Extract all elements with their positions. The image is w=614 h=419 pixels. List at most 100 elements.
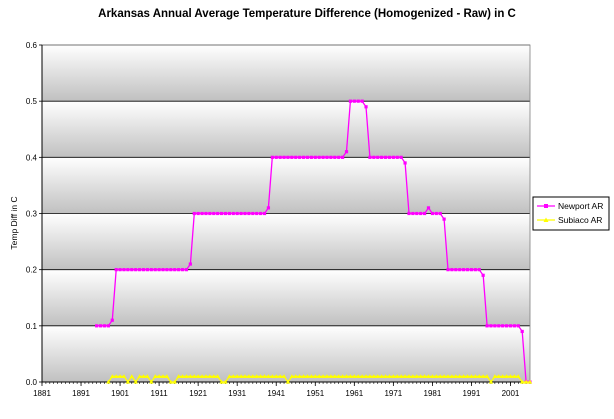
data-point-subiaco-ar (231, 374, 236, 378)
data-point-newport-ar (501, 324, 505, 328)
data-point-subiaco-ar (398, 374, 404, 378)
data-point-subiaco-ar (328, 374, 334, 378)
data-point-newport-ar (317, 155, 321, 159)
data-point-subiaco-ar (227, 374, 232, 378)
data-point-subiaco-ar (453, 374, 459, 378)
data-point-newport-ar (122, 268, 126, 272)
data-point-newport-ar (376, 155, 380, 159)
data-point-subiaco-ar (316, 374, 322, 378)
data-point-newport-ar (313, 155, 317, 159)
data-point-newport-ar (442, 217, 446, 221)
y-axis-title: Temp Diff in C (9, 196, 19, 249)
data-point-subiaco-ar (457, 374, 462, 378)
data-point-subiaco-ar (391, 374, 396, 378)
data-point-subiaco-ar (414, 374, 419, 378)
data-point-newport-ar (454, 268, 458, 272)
data-point-newport-ar (177, 268, 181, 272)
y-axis-ticks: 0.0 0.1 0.2 0.3 0.4 0.5 0.6 (26, 41, 42, 387)
data-point-newport-ar (298, 155, 302, 159)
data-point-newport-ar (231, 211, 235, 216)
data-point-subiaco-ar (344, 374, 349, 378)
x-tick-label: 1971 (384, 389, 402, 398)
data-point-newport-ar (465, 268, 470, 272)
data-point-subiaco-ar (336, 374, 341, 378)
data-point-subiaco-ar (219, 379, 224, 384)
y-tick-label: 0.1 (26, 322, 38, 331)
x-axis-ticks: 1881 1891 1901 1911 1921 1931 1941 1951 1961 1971… (33, 382, 531, 398)
data-point-subiaco-ar (359, 374, 365, 378)
data-point-subiaco-ar (340, 374, 345, 378)
data-point-newport-ar (415, 211, 419, 216)
data-point-subiaco-ar (430, 374, 435, 378)
data-point-subiaco-ar (324, 374, 330, 378)
data-point-newport-ar (243, 211, 247, 216)
data-point-newport-ar (489, 324, 493, 328)
data-point-subiaco-ar (235, 374, 240, 378)
data-point-newport-ar (477, 268, 481, 272)
series-layer (95, 99, 533, 384)
data-point-newport-ar (422, 211, 427, 216)
data-point-subiaco-ar (188, 374, 193, 378)
data-point-subiaco-ar (445, 374, 451, 378)
x-tick-label: 1931 (228, 389, 246, 398)
plot-band (42, 157, 530, 214)
data-point-newport-ar (430, 211, 434, 216)
data-point-newport-ar (266, 206, 271, 210)
data-point-subiaco-ar (473, 374, 478, 378)
data-point-subiaco-ar (258, 374, 263, 378)
data-point-newport-ar (329, 155, 333, 159)
data-point-subiaco-ar (352, 374, 357, 378)
data-point-newport-ar (106, 324, 110, 328)
data-point-subiaco-ar (207, 374, 213, 378)
data-point-newport-ar (387, 155, 392, 159)
data-point-newport-ar (516, 324, 520, 328)
data-point-newport-ar (239, 211, 243, 216)
plot-band (42, 325, 530, 382)
data-point-subiaco-ar (496, 374, 501, 378)
data-point-newport-ar (200, 211, 204, 216)
data-point-newport-ar (333, 155, 337, 159)
data-point-subiaco-ar (180, 374, 185, 378)
data-point-subiaco-ar (492, 374, 498, 378)
data-point-newport-ar (508, 324, 513, 328)
data-point-subiaco-ar (402, 374, 408, 378)
data-point-newport-ar (399, 155, 403, 159)
data-point-subiaco-ar (211, 374, 216, 378)
data-point-subiaco-ar (137, 374, 142, 378)
data-point-newport-ar (462, 268, 466, 272)
data-point-subiaco-ar (461, 374, 466, 378)
data-point-subiaco-ar (184, 374, 189, 378)
data-point-newport-ar (368, 155, 372, 159)
data-point-newport-ar (493, 324, 497, 328)
data-point-subiaco-ar (379, 374, 384, 378)
x-tick-label: 1951 (306, 389, 324, 398)
data-point-subiaco-ar (406, 374, 412, 378)
data-point-subiaco-ar (285, 379, 291, 384)
data-point-newport-ar (251, 211, 255, 216)
data-point-subiaco-ar (320, 374, 326, 378)
data-point-newport-ar (145, 268, 150, 272)
data-point-newport-ar (223, 211, 228, 216)
data-point-newport-ar (458, 268, 462, 272)
data-point-subiaco-ar (160, 374, 166, 378)
legend-marker-newport (544, 204, 548, 208)
data-point-subiaco-ar (395, 374, 400, 378)
data-point-subiaco-ar (192, 374, 197, 378)
data-point-newport-ar (216, 211, 220, 216)
data-point-newport-ar (294, 155, 298, 159)
data-point-newport-ar (301, 155, 306, 159)
data-point-subiaco-ar (246, 374, 252, 378)
data-point-newport-ar (325, 155, 329, 159)
data-point-newport-ar (360, 99, 364, 103)
data-point-newport-ar (356, 99, 360, 103)
x-tick-label: 1921 (189, 389, 207, 398)
data-point-newport-ar (407, 211, 411, 216)
data-point-newport-ar (157, 268, 161, 272)
data-point-newport-ar (450, 268, 454, 272)
data-point-subiaco-ar (477, 374, 482, 378)
data-point-subiaco-ar (504, 374, 509, 378)
data-point-newport-ar (270, 155, 274, 159)
data-point-subiaco-ar (141, 374, 146, 378)
plot-background (42, 45, 530, 382)
data-point-newport-ar (259, 211, 263, 216)
